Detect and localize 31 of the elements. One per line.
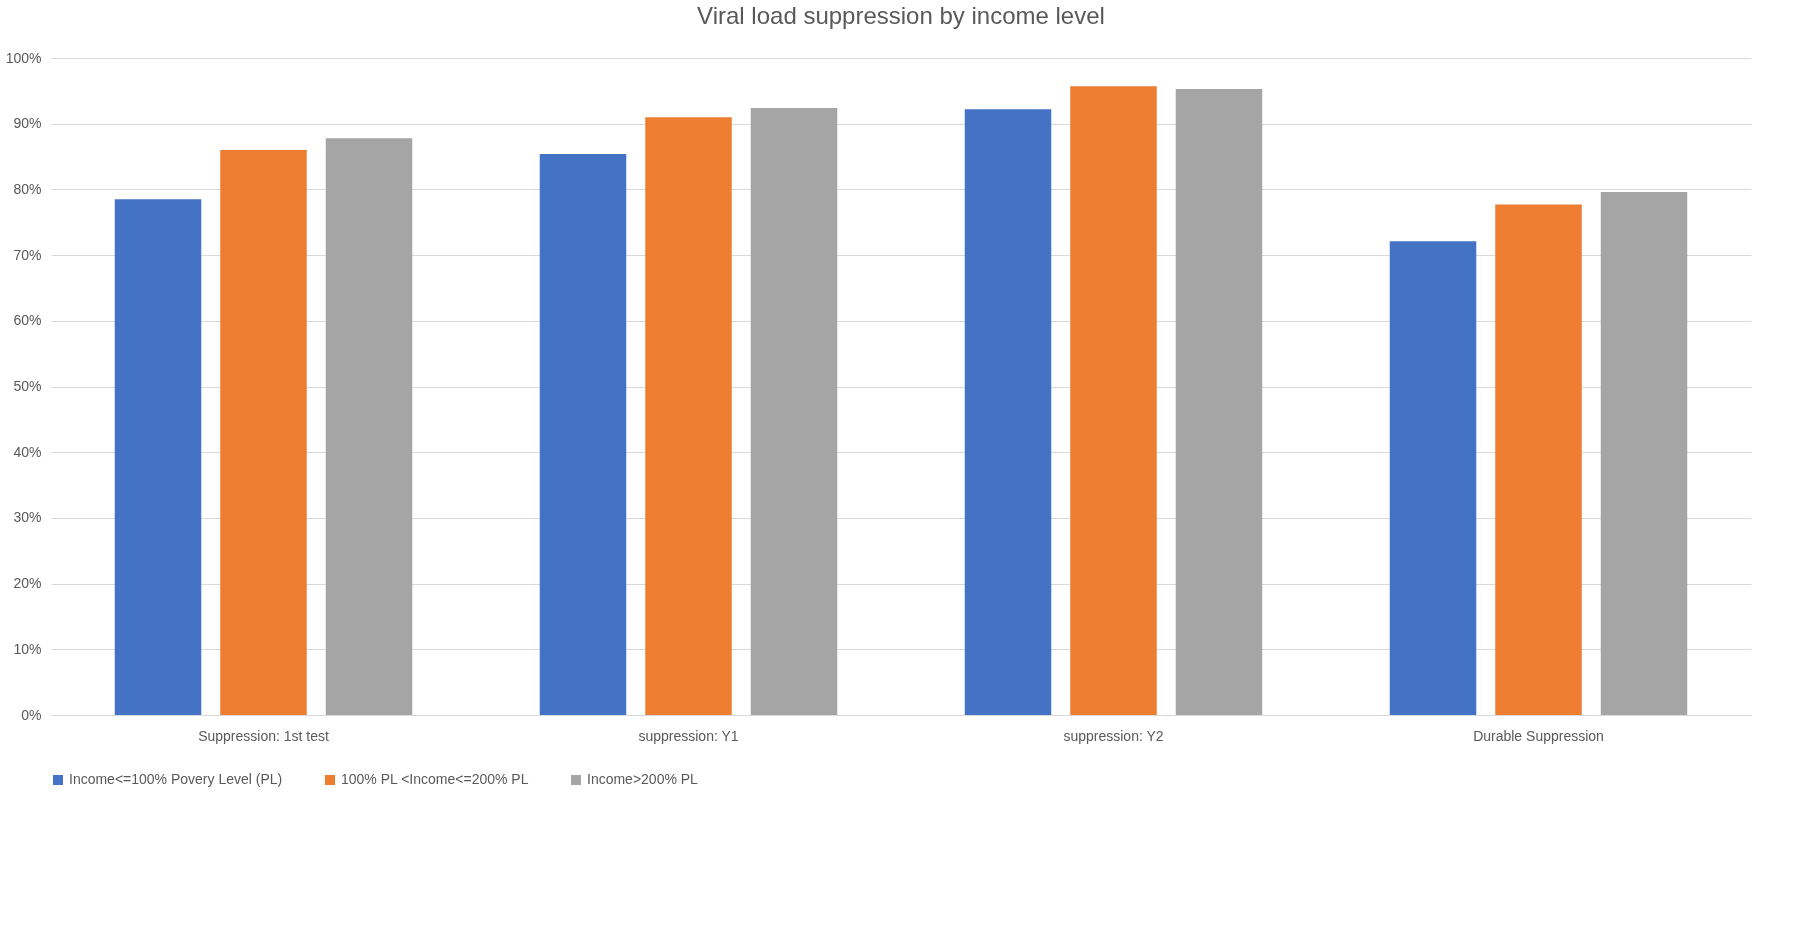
y-tick-label: 20% [13, 575, 42, 592]
y-tick-label: 50% [13, 378, 42, 394]
legend-label: Income<=100% Povery Level (PL) [69, 771, 283, 787]
bar [114, 199, 202, 715]
bar [539, 153, 627, 715]
y-tick-label: 40% [13, 443, 42, 460]
bar [645, 117, 732, 715]
y-tick-label: 30% [13, 509, 42, 526]
x-tick-label: Durable Suppression [1473, 727, 1604, 744]
y-tick-label: 70% [13, 246, 42, 263]
bar [1600, 192, 1688, 715]
x-tick-label: suppression: Y1 [638, 727, 739, 744]
y-tick-label: 0% [21, 706, 42, 723]
y-tick-label: 90% [13, 115, 42, 132]
y-tick-label: 60% [13, 312, 42, 329]
bar [964, 109, 1052, 715]
bar [325, 138, 413, 715]
y-tick-label: 10% [13, 640, 42, 657]
bar [1175, 88, 1263, 715]
bar [1070, 86, 1157, 715]
legend-label: Income>200% PL [587, 771, 699, 787]
legend-label: 100% PL <Income<=200% PL [341, 771, 529, 787]
bar [220, 149, 307, 715]
bar [750, 107, 838, 715]
bar [1495, 204, 1582, 715]
bar [1389, 241, 1477, 715]
chart-title: Viral load suppression by income level [697, 2, 1105, 29]
y-tick-label: 100% [5, 49, 42, 66]
x-tick-label: suppression: Y2 [1063, 727, 1164, 744]
x-tick-label: Suppression: 1st test [198, 727, 329, 744]
y-tick-label: 80% [13, 180, 42, 197]
